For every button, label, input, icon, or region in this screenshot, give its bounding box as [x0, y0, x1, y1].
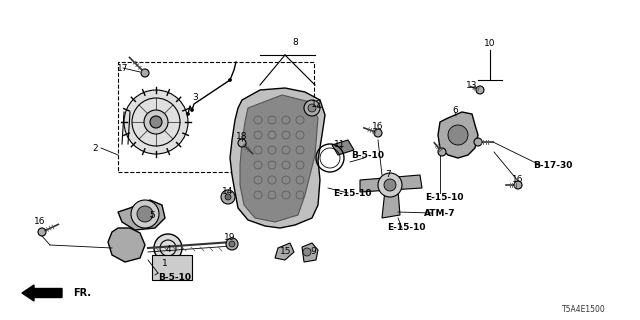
Text: B-5-10: B-5-10	[351, 150, 385, 159]
Circle shape	[186, 113, 189, 116]
Circle shape	[150, 116, 162, 128]
Text: 7: 7	[385, 170, 391, 179]
Text: 4: 4	[165, 244, 171, 253]
Text: E-15-10: E-15-10	[387, 223, 425, 233]
Circle shape	[38, 228, 46, 236]
Circle shape	[144, 110, 168, 134]
Circle shape	[304, 100, 320, 116]
FancyArrow shape	[22, 285, 62, 301]
Text: 14: 14	[222, 188, 234, 196]
Polygon shape	[108, 228, 145, 262]
Polygon shape	[302, 243, 318, 262]
Circle shape	[374, 129, 382, 137]
Circle shape	[154, 234, 182, 262]
Bar	[118, 62, 314, 172]
Circle shape	[378, 173, 402, 197]
Text: 3: 3	[192, 92, 198, 101]
Text: 17: 17	[117, 63, 129, 73]
Text: FR.: FR.	[73, 288, 91, 298]
Text: B-17-30: B-17-30	[533, 161, 573, 170]
Circle shape	[141, 69, 149, 77]
Polygon shape	[438, 112, 478, 158]
Polygon shape	[382, 190, 400, 218]
Circle shape	[448, 125, 468, 145]
Text: 16: 16	[372, 122, 384, 131]
Text: 8: 8	[292, 37, 298, 46]
Polygon shape	[360, 175, 422, 192]
Text: 18: 18	[236, 132, 248, 140]
Circle shape	[514, 181, 522, 189]
Circle shape	[476, 86, 484, 94]
Circle shape	[238, 139, 246, 147]
Circle shape	[191, 108, 193, 111]
Text: ATM-7: ATM-7	[424, 209, 456, 218]
Text: 10: 10	[484, 38, 496, 47]
Circle shape	[131, 200, 159, 228]
Polygon shape	[230, 88, 325, 228]
Circle shape	[137, 206, 153, 222]
Circle shape	[308, 104, 316, 112]
Text: 2: 2	[92, 143, 98, 153]
Text: 15: 15	[280, 246, 292, 255]
Circle shape	[228, 78, 232, 82]
Polygon shape	[332, 140, 354, 155]
Text: T5A4E1500: T5A4E1500	[562, 306, 606, 315]
Circle shape	[124, 90, 188, 154]
Text: 1: 1	[162, 259, 168, 268]
Text: E-15-10: E-15-10	[333, 188, 371, 197]
Text: 11: 11	[334, 140, 346, 148]
Circle shape	[229, 241, 235, 247]
Circle shape	[384, 179, 396, 191]
Polygon shape	[240, 95, 318, 222]
Text: B-5-10: B-5-10	[159, 274, 191, 283]
Text: 9: 9	[310, 247, 316, 257]
Polygon shape	[118, 200, 165, 230]
Circle shape	[225, 194, 231, 200]
Text: 5: 5	[149, 212, 155, 220]
Text: 13: 13	[467, 81, 477, 90]
Circle shape	[474, 138, 482, 146]
Text: 19: 19	[224, 233, 236, 242]
Text: 16: 16	[35, 218, 45, 227]
Text: E-15-10: E-15-10	[425, 193, 463, 202]
Circle shape	[303, 248, 311, 256]
Circle shape	[221, 190, 235, 204]
Bar	[152, 255, 192, 280]
Text: 6: 6	[452, 106, 458, 115]
Circle shape	[226, 238, 238, 250]
Circle shape	[438, 148, 446, 156]
Text: 12: 12	[311, 100, 323, 108]
Text: 16: 16	[512, 174, 524, 183]
Polygon shape	[275, 243, 294, 260]
